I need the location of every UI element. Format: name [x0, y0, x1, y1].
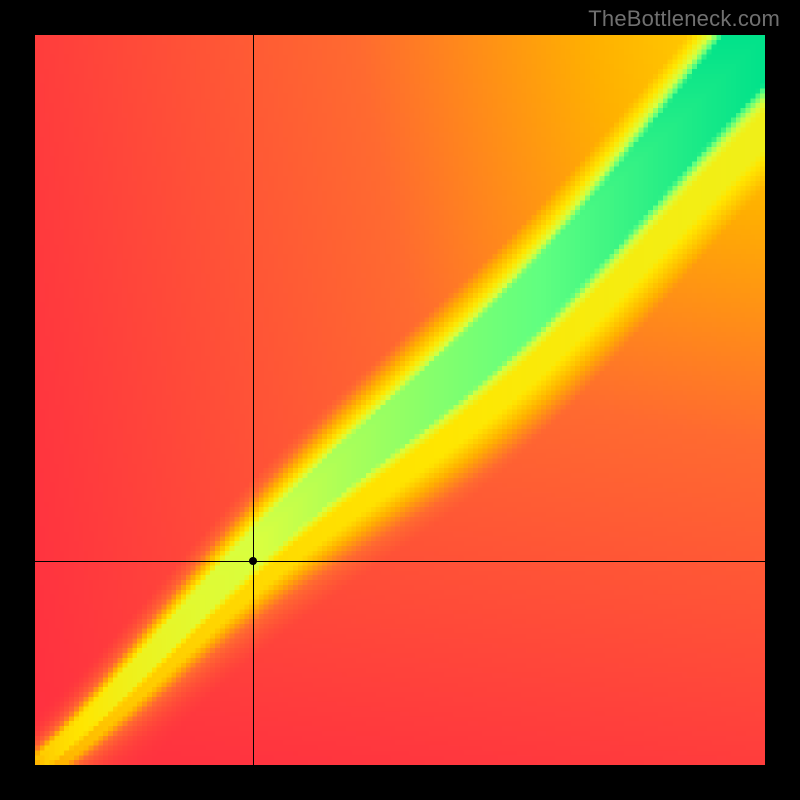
- heatmap-canvas: [35, 35, 765, 765]
- crosshair-horizontal: [35, 561, 765, 562]
- crosshair-vertical: [253, 35, 254, 765]
- attribution-text: TheBottleneck.com: [588, 6, 780, 32]
- selection-marker: [249, 557, 257, 565]
- heatmap-plot: [35, 35, 765, 765]
